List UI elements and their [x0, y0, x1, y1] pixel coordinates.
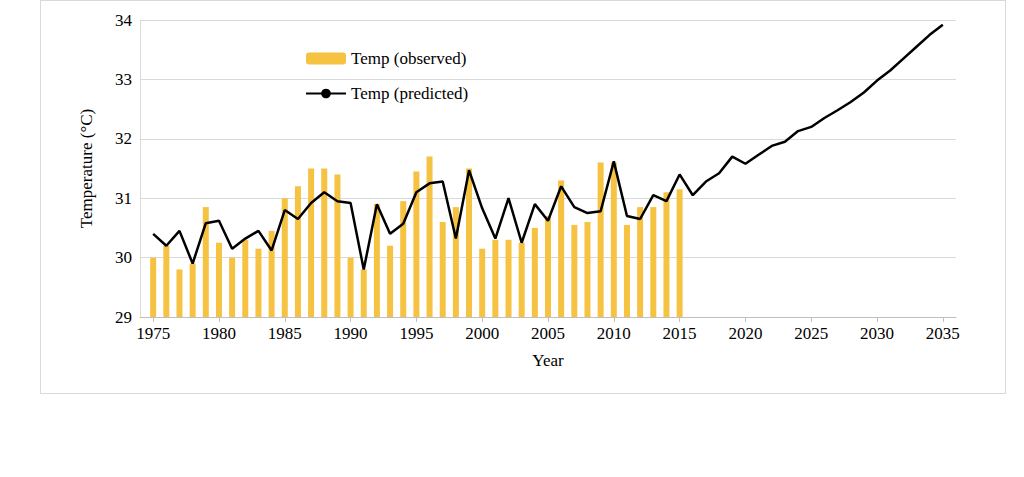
svg-text:1980: 1980 [202, 324, 236, 343]
svg-text:2025: 2025 [794, 324, 828, 343]
svg-text:2015: 2015 [663, 324, 697, 343]
svg-text:2030: 2030 [860, 324, 894, 343]
svg-text:33: 33 [115, 70, 132, 89]
svg-text:2000: 2000 [465, 324, 499, 343]
svg-text:30: 30 [115, 248, 132, 267]
svg-text:29: 29 [115, 308, 132, 327]
svg-text:Year: Year [532, 351, 564, 370]
svg-text:32: 32 [115, 129, 132, 148]
svg-text:Temp (observed): Temp (observed) [351, 49, 466, 68]
svg-text:1975: 1975 [136, 324, 170, 343]
svg-text:Temp (predicted): Temp (predicted) [351, 84, 468, 103]
svg-text:2035: 2035 [926, 324, 960, 343]
svg-text:31: 31 [115, 189, 132, 208]
svg-text:1990: 1990 [334, 324, 368, 343]
svg-text:1985: 1985 [268, 324, 302, 343]
svg-text:2010: 2010 [597, 324, 631, 343]
svg-text:34: 34 [115, 11, 133, 30]
svg-text:2005: 2005 [531, 324, 565, 343]
svg-text:Temperature (°C): Temperature (°C) [77, 109, 96, 228]
svg-text:2020: 2020 [728, 324, 762, 343]
svg-text:1995: 1995 [399, 324, 433, 343]
